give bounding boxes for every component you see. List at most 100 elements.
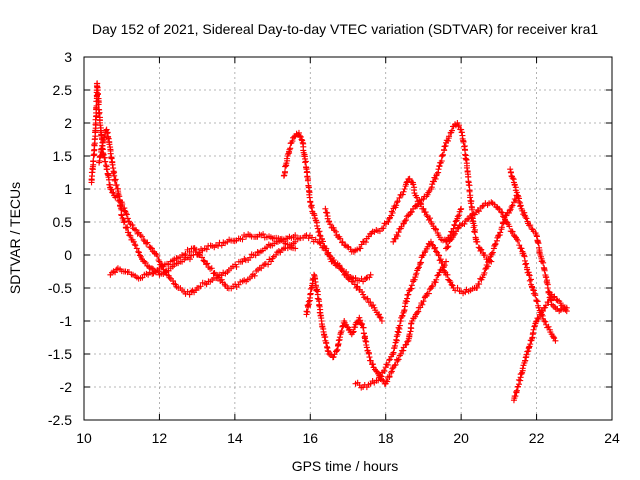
data-point	[133, 245, 140, 252]
data-point	[141, 258, 148, 265]
data-point	[339, 265, 346, 272]
series-trace-b	[96, 126, 299, 278]
data-point	[90, 158, 97, 165]
data-point	[377, 372, 384, 379]
data-point	[420, 252, 427, 258]
data-point	[397, 351, 404, 357]
data-point	[273, 251, 280, 258]
data-point	[327, 221, 334, 228]
series-trace-d	[280, 129, 374, 285]
data-point	[166, 274, 173, 281]
data-point	[396, 194, 403, 201]
data-point	[247, 254, 254, 261]
data-point	[478, 246, 485, 253]
data-point	[563, 304, 570, 311]
data-point	[488, 250, 495, 257]
data-point	[384, 361, 391, 368]
data-point	[323, 245, 330, 252]
data-point	[336, 334, 343, 341]
data-point	[514, 237, 521, 244]
data-point	[311, 271, 318, 278]
data-point	[386, 357, 393, 364]
data-point	[169, 277, 176, 284]
data-point	[422, 209, 429, 216]
data-point	[213, 271, 219, 278]
data-point	[488, 199, 495, 206]
data-point	[97, 122, 104, 129]
data-point	[530, 326, 537, 333]
data-point	[436, 269, 443, 276]
data-point	[522, 261, 529, 268]
data-point	[539, 308, 546, 315]
data-point	[146, 243, 153, 250]
data-point	[445, 243, 452, 250]
data-point	[302, 158, 309, 165]
data-point	[383, 377, 390, 384]
data-point	[108, 154, 115, 161]
data-point	[129, 222, 136, 229]
data-point	[408, 208, 415, 215]
data-point	[349, 329, 356, 336]
data-point	[447, 237, 454, 244]
data-point	[154, 253, 161, 260]
data-point	[437, 256, 444, 263]
data-point	[103, 126, 110, 133]
data-point	[486, 257, 493, 264]
data-point	[317, 233, 324, 240]
data-point	[498, 224, 505, 231]
data-point	[218, 276, 225, 283]
data-point	[517, 202, 524, 209]
data-point	[286, 146, 293, 153]
data-point	[102, 158, 109, 165]
data-point	[501, 214, 508, 221]
data-point	[542, 302, 549, 309]
data-point	[94, 91, 101, 98]
data-point	[324, 347, 331, 354]
data-point	[370, 361, 377, 368]
data-point	[523, 260, 530, 267]
data-point	[511, 233, 518, 240]
data-point	[162, 268, 169, 275]
data-point	[100, 151, 107, 158]
x-tick-label: 14	[227, 430, 243, 446]
data-point	[386, 356, 393, 363]
data-point	[334, 346, 341, 353]
data-point	[283, 155, 290, 162]
data-point	[325, 348, 332, 355]
data-point	[362, 239, 369, 246]
data-point	[204, 260, 211, 267]
data-point	[322, 205, 329, 212]
data-point	[333, 347, 340, 354]
data-point	[532, 292, 539, 299]
data-point	[254, 248, 261, 255]
data-point	[458, 205, 465, 212]
data-point	[414, 265, 421, 272]
data-point	[135, 249, 142, 256]
y-tick-label: 1.5	[53, 148, 73, 164]
data-point	[298, 136, 305, 143]
data-point	[519, 365, 526, 372]
data-point	[509, 202, 516, 209]
axis-tick-labels: 10 12 14 16 18 20 22 24 3 2.5 2 1.5 1 0.5 0 -0.5 -1 -1.5 -…	[48, 49, 620, 446]
data-point	[486, 256, 493, 263]
data-point	[541, 318, 548, 324]
data-point	[393, 336, 400, 343]
series-trace-h	[352, 192, 521, 391]
data-point	[311, 212, 318, 219]
data-point	[100, 138, 107, 145]
data-point	[436, 252, 443, 259]
data-point	[468, 214, 475, 221]
data-point	[460, 138, 467, 145]
data-point	[268, 258, 275, 265]
data-point	[535, 240, 542, 247]
data-point	[425, 290, 432, 297]
data-point	[454, 225, 461, 232]
x-tick-label: 22	[529, 430, 545, 446]
data-point	[126, 232, 133, 239]
y-tick-label: -2	[60, 379, 73, 395]
data-point	[427, 238, 434, 245]
data-point	[509, 228, 516, 235]
data-point	[193, 246, 200, 253]
data-point	[110, 268, 117, 275]
data-point	[392, 361, 399, 368]
